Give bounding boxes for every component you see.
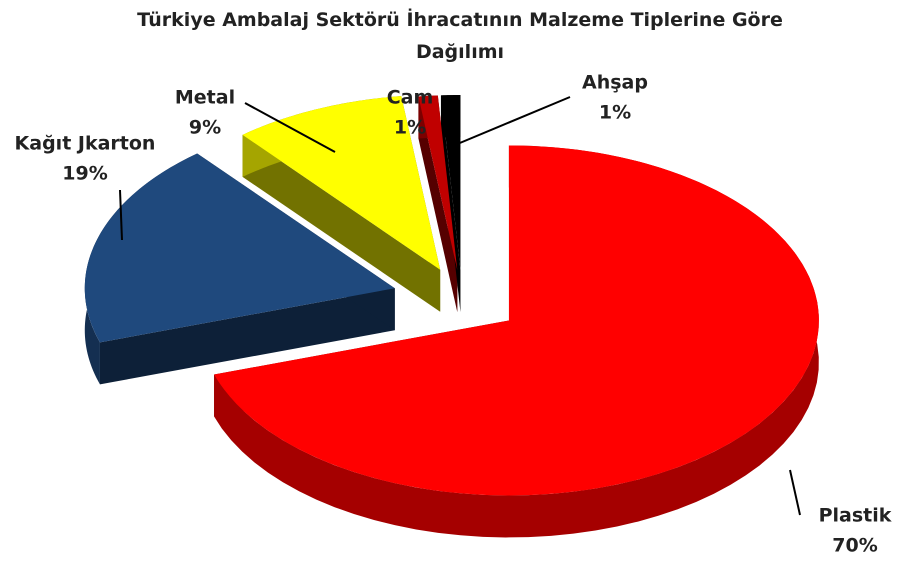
slice <box>418 95 458 271</box>
category-label: Plastik <box>819 505 892 527</box>
leader-line <box>119 189 123 241</box>
category-label: Metal <box>175 87 235 109</box>
slice <box>440 95 461 271</box>
category-label: Kağıt Jkarton <box>15 133 156 155</box>
category-label: Cam <box>387 87 434 109</box>
value-label: 70% <box>832 535 877 557</box>
value-label: 9% <box>189 117 221 139</box>
chart-title: Türkiye Ambalaj Sektörü İhracatının Malz… <box>137 9 783 63</box>
leader-line <box>244 102 336 153</box>
slice <box>84 153 395 343</box>
value-label: 1% <box>599 102 631 124</box>
slice <box>242 96 441 270</box>
leader-line <box>789 469 801 516</box>
slice-side <box>242 134 441 312</box>
leader-line <box>454 96 571 146</box>
slice-side <box>99 288 395 385</box>
slice-side <box>418 96 458 313</box>
category-label: Ahşap <box>582 72 648 94</box>
value-label: 1% <box>394 117 426 139</box>
value-label: 19% <box>62 163 107 185</box>
slice <box>214 145 819 496</box>
